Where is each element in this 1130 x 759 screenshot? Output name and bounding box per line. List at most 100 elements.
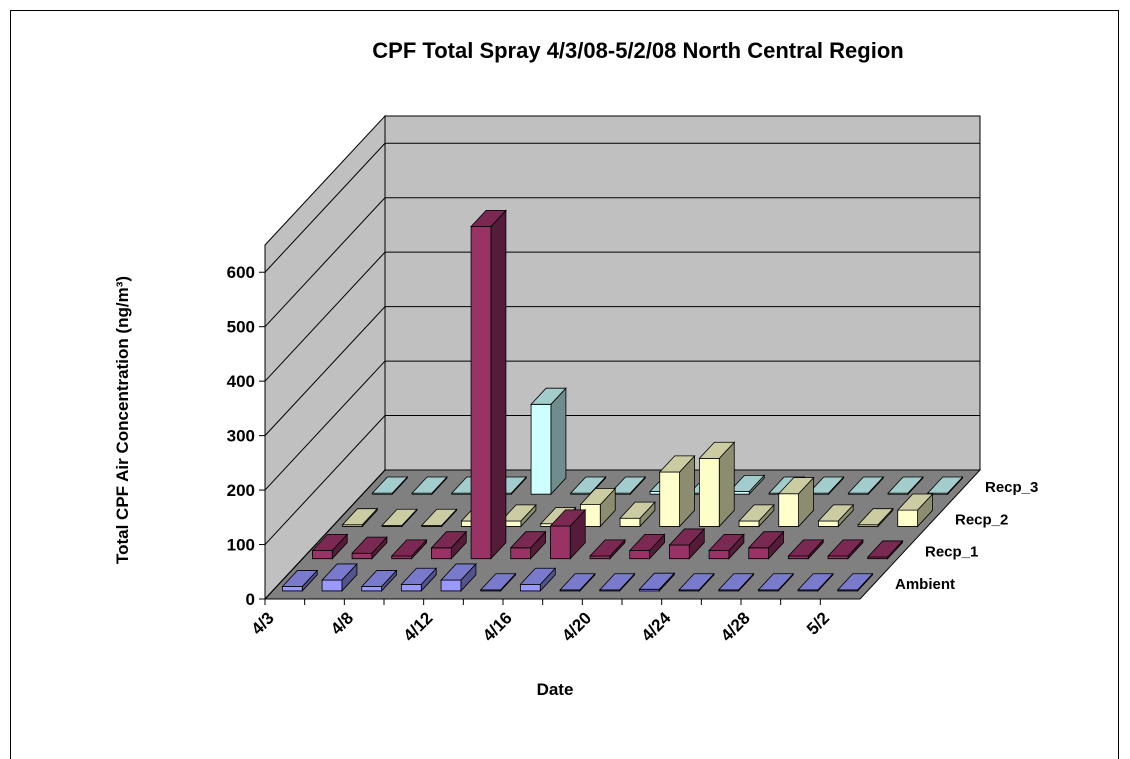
- bar-top: [530, 387, 567, 405]
- bar-top: [728, 474, 766, 492]
- bar-front: [361, 586, 382, 592]
- bar-front: [351, 552, 373, 560]
- bar: [866, 539, 904, 560]
- bar: [787, 538, 825, 560]
- bar-top: [519, 567, 557, 585]
- bar-front: [470, 226, 492, 560]
- bar-front: [282, 586, 303, 592]
- bar-top: [400, 567, 438, 585]
- bar-top: [668, 528, 706, 546]
- bar: [638, 572, 676, 592]
- bar-top: [866, 540, 904, 558]
- bar: [658, 454, 696, 528]
- bar: [390, 538, 428, 560]
- bar: [530, 387, 567, 496]
- y-tick-label: 300: [227, 427, 255, 446]
- bar-front: [669, 544, 690, 560]
- bar-top: [281, 570, 319, 587]
- bar-top: [569, 476, 607, 494]
- bar-top: [390, 539, 428, 557]
- bar: [847, 475, 885, 496]
- bar-front: [748, 547, 769, 560]
- bar-top: [847, 476, 885, 494]
- bar: [549, 508, 587, 560]
- bar-top: [440, 563, 477, 581]
- bar-top: [341, 508, 379, 526]
- bar: [708, 533, 745, 560]
- bar-top: [777, 477, 815, 495]
- bar-top: [827, 539, 864, 557]
- bar-top: [509, 531, 547, 549]
- bar-top: [807, 476, 845, 494]
- bar-top: [559, 573, 596, 591]
- bar-front: [589, 555, 611, 560]
- bar-top: [311, 533, 349, 551]
- bar-top: [549, 509, 587, 527]
- bar: [797, 572, 834, 592]
- bar-front: [778, 493, 799, 527]
- y-tick-label: 100: [227, 536, 255, 555]
- bar-top: [430, 531, 468, 549]
- bar-top: [678, 573, 715, 591]
- bar-front: [659, 471, 680, 527]
- bar-top: [638, 572, 676, 590]
- bar-top: [717, 573, 755, 591]
- bar-front: [827, 555, 849, 560]
- bar-front: [788, 555, 809, 560]
- bar: [470, 209, 507, 560]
- bar-top: [738, 504, 775, 522]
- bar-front: [520, 584, 541, 592]
- bar: [836, 572, 874, 592]
- grid-line: [264, 415, 980, 545]
- bar: [440, 562, 477, 592]
- y-tick-label: 200: [227, 481, 255, 500]
- grid-line: [264, 306, 980, 436]
- bar: [728, 474, 766, 496]
- bar: [341, 507, 379, 528]
- bar-front: [619, 517, 641, 527]
- bar-top: [747, 531, 785, 549]
- bar: [827, 538, 864, 560]
- bar-top: [887, 476, 924, 494]
- bar: [381, 508, 418, 528]
- bar-top: [757, 573, 795, 591]
- bar-front: [897, 509, 918, 527]
- bar-front: [312, 550, 333, 560]
- bar-front: [738, 520, 760, 527]
- bar-top: [321, 563, 358, 581]
- bar-top: [589, 539, 626, 557]
- bar: [807, 475, 845, 496]
- grid-line: [264, 251, 980, 382]
- y-tick-label: 0: [246, 590, 255, 609]
- bar-top: [479, 573, 517, 591]
- bar-side: [490, 209, 507, 560]
- bar-front: [530, 403, 552, 495]
- bar-front: [391, 555, 412, 560]
- bar: [479, 572, 517, 592]
- bar-front: [401, 584, 422, 592]
- bar: [926, 475, 964, 496]
- bar-top: [381, 508, 418, 526]
- bar-top: [787, 539, 825, 557]
- series-label: Recp_2: [955, 511, 1008, 528]
- bar-top: [470, 209, 507, 227]
- bar: [281, 569, 319, 592]
- bar: [598, 572, 636, 592]
- bar-top: [360, 570, 398, 587]
- bar: [321, 562, 358, 592]
- bar: [717, 572, 755, 592]
- bar-top: [817, 504, 855, 522]
- bar-top: [371, 476, 409, 494]
- bar: [698, 441, 736, 528]
- bar: [400, 567, 438, 592]
- bar-front: [629, 550, 650, 560]
- bar: [411, 475, 448, 496]
- bar-top: [926, 476, 964, 494]
- y-tick-label: 400: [227, 372, 255, 391]
- bar: [430, 530, 468, 560]
- bar: [738, 503, 775, 528]
- bar-top: [500, 504, 537, 522]
- bar: [589, 538, 626, 560]
- bar-top: [411, 476, 448, 494]
- y-tick-label: 500: [227, 318, 255, 337]
